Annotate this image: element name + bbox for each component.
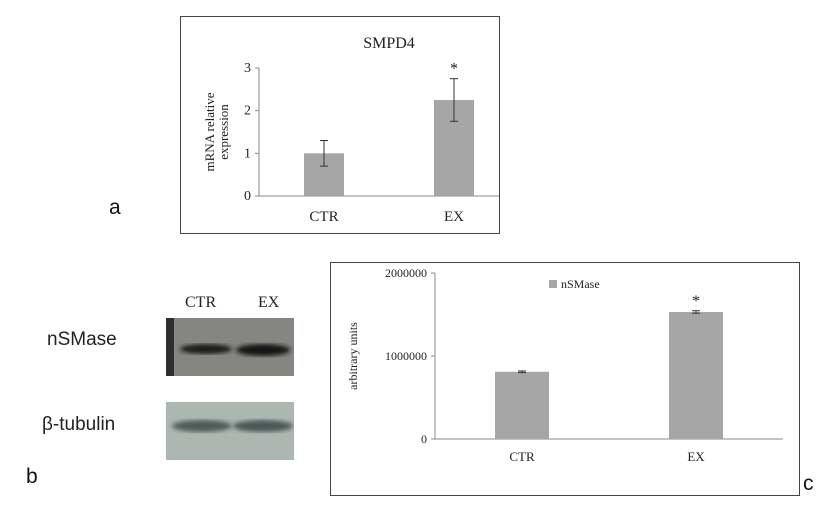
chart-c-ytick-label: 2000000 xyxy=(385,266,427,280)
tubulin-blot-image xyxy=(166,402,294,460)
chart-panel-c: 0 1000000 2000000 CTR * EX arbitrary units nSMa… xyxy=(330,262,800,496)
chart-a-category-label: CTR xyxy=(309,209,338,225)
chart-a-ytick-label: 0 xyxy=(244,189,251,204)
chart-c-bar-ctr xyxy=(495,371,549,439)
blot-lane-label-ex: EX xyxy=(258,294,280,311)
chart-a-ytick-label: 3 xyxy=(244,61,251,76)
chart-c-y-axis-label: arbitrary units xyxy=(346,322,360,390)
chart-c-category-label: EX xyxy=(687,449,705,464)
chart-c-ytick-label: 1000000 xyxy=(385,349,427,363)
panel-label-c: c xyxy=(803,472,814,495)
chart-c-bar-ex xyxy=(669,312,723,439)
chart-c-significance-star: * xyxy=(692,293,700,310)
nsmase-band-ex xyxy=(236,344,290,356)
blot-row-label-tubulin: β-tubulin xyxy=(42,414,116,435)
panel-label-a: a xyxy=(109,196,121,219)
panel-label-b: b xyxy=(26,465,38,488)
chart-a-significance-star: * xyxy=(450,61,458,78)
chart-a-ytick-label: 2 xyxy=(244,104,251,119)
tubulin-band-ctr xyxy=(172,420,232,432)
nsmase-blot-image xyxy=(166,318,294,376)
blot-row-label-nsmase: nSMase xyxy=(47,329,117,350)
chart-c-ytick-label: 0 xyxy=(421,432,427,446)
chart-c-legend-label: nSMase xyxy=(561,277,600,291)
chart-a-ytick-label: 1 xyxy=(244,146,251,161)
chart-a-title: SMPD4 xyxy=(363,35,415,52)
nsmase-band-ctr xyxy=(180,344,232,354)
chart-panel-a: 0 1 2 3 CTR * EX SMPD4 mRNA relativeexpression xyxy=(180,16,519,234)
tubulin-band-ex xyxy=(233,420,293,432)
chart-a-category-label: EX xyxy=(444,209,464,225)
chart-c-category-label: CTR xyxy=(509,449,535,464)
chart-c-legend-swatch xyxy=(549,280,557,288)
smpd4-bar-chart: 0 1 2 3 CTR * EX SMPD4 mRNA relativeexpression xyxy=(202,35,519,225)
blot-lane-label-ctr: CTR xyxy=(185,294,217,311)
chart-c-legend: nSMase xyxy=(549,277,600,291)
nsmase-bar-chart: 0 1000000 2000000 CTR * EX arbitrary units nSMa… xyxy=(346,266,783,464)
chart-a-y-axis-label: mRNA relativeexpression xyxy=(202,92,231,171)
